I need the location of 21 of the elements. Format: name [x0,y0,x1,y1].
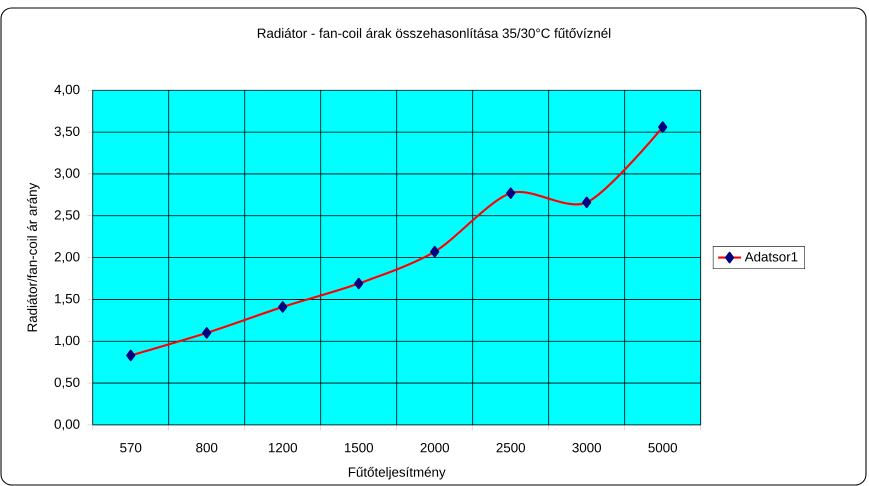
y-tick-label: 1,50 [55,294,80,305]
x-axis-title: Fűtőteljesítmény [348,466,446,480]
x-tick-label: 2500 [496,442,526,452]
x-tick-label: 5000 [648,442,678,452]
x-tick-label: 570 [120,442,142,452]
y-tick-label: 2,00 [54,252,80,264]
y-tick-label: 3,50 [54,126,80,138]
y-tick-label: 0,00 [54,419,80,430]
y-tick-label: 3,00 [54,168,80,180]
x-tick-label: 2000 [420,442,450,452]
x-tick-label: 1500 [344,442,374,452]
chart-title: Radiátor - fan-coil árak összehasonlítása 35/30°C fűtővíznél [258,28,610,38]
x-tick-label: 1200 [268,442,298,452]
legend-label: Adatsor1 [744,252,798,262]
y-axis-title: Radiátor/fan-coil ár arány [26,182,40,332]
y-tick-label: 1,00 [55,336,80,347]
x-tick-label: 800 [196,442,218,452]
x-tick-label: 3000 [572,442,602,452]
y-tick-label: 0,50 [54,378,80,389]
y-tick-label: 2,50 [54,210,80,222]
y-tick-label: 4,00 [54,84,80,96]
